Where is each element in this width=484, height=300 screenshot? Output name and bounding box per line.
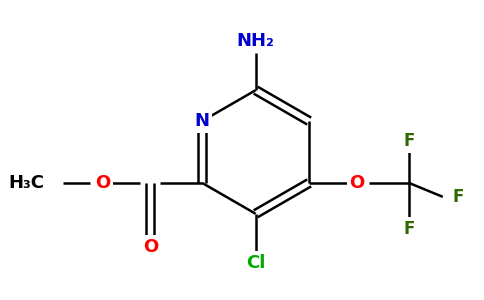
Text: F: F [403,220,415,238]
Text: NH₂: NH₂ [237,32,274,50]
Text: O: O [349,174,365,192]
Text: H₃C: H₃C [9,174,45,192]
Text: O: O [143,238,158,256]
Text: Cl: Cl [246,254,265,272]
Text: F: F [403,132,415,150]
Text: N: N [195,112,210,130]
Text: O: O [95,174,110,192]
Text: F: F [453,188,464,206]
